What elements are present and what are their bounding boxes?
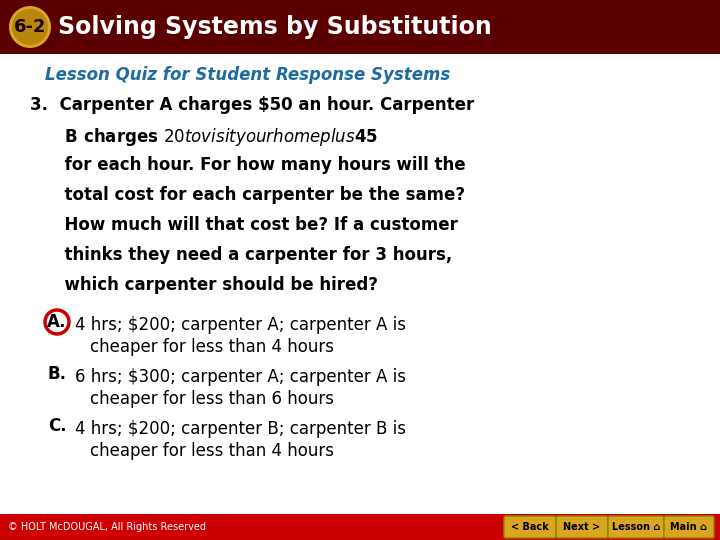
Text: 3.  Carpenter A charges $50 an hour. Carpenter: 3. Carpenter A charges $50 an hour. Carp…: [30, 96, 474, 114]
Text: C.: C.: [48, 417, 66, 435]
Text: B charges $20 to visit your home plus $45: B charges $20 to visit your home plus $4…: [30, 126, 378, 148]
Text: cheaper for less than 4 hours: cheaper for less than 4 hours: [90, 338, 334, 356]
Text: 4 hrs; $200; carpenter A; carpenter A is: 4 hrs; $200; carpenter A; carpenter A is: [75, 316, 406, 334]
FancyBboxPatch shape: [504, 516, 556, 538]
Text: Lesson Quiz for Student Response Systems: Lesson Quiz for Student Response Systems: [45, 66, 450, 84]
Text: 6 hrs; $300; carpenter A; carpenter A is: 6 hrs; $300; carpenter A; carpenter A is: [75, 368, 406, 386]
FancyBboxPatch shape: [556, 516, 608, 538]
Text: 6-2: 6-2: [14, 18, 46, 36]
Text: which carpenter should be hired?: which carpenter should be hired?: [30, 276, 378, 294]
Text: thinks they need a carpenter for 3 hours,: thinks they need a carpenter for 3 hours…: [30, 246, 452, 264]
Bar: [0, 0, 720, 54]
Text: Solving Systems by Substitution: Solving Systems by Substitution: [58, 15, 492, 39]
Text: for each hour. For how many hours will the: for each hour. For how many hours will t…: [30, 156, 466, 174]
FancyBboxPatch shape: [608, 516, 664, 538]
Text: total cost for each carpenter be the same?: total cost for each carpenter be the sam…: [30, 186, 465, 204]
Text: A.: A.: [48, 313, 67, 331]
Text: < Back: < Back: [511, 522, 549, 532]
Text: Lesson ⌂: Lesson ⌂: [612, 522, 660, 532]
Text: © HOLT McDOUGAL, All Rights Reserved: © HOLT McDOUGAL, All Rights Reserved: [8, 522, 206, 532]
Text: cheaper for less than 6 hours: cheaper for less than 6 hours: [90, 390, 334, 408]
Text: 4 hrs; $200; carpenter B; carpenter B is: 4 hrs; $200; carpenter B; carpenter B is: [75, 420, 406, 438]
FancyBboxPatch shape: [664, 516, 714, 538]
Text: How much will that cost be? If a customer: How much will that cost be? If a custome…: [30, 216, 458, 234]
Bar: [0, 514, 720, 540]
Text: Next >: Next >: [564, 522, 600, 532]
Ellipse shape: [12, 9, 48, 45]
Ellipse shape: [9, 6, 51, 48]
Text: cheaper for less than 4 hours: cheaper for less than 4 hours: [90, 442, 334, 460]
Text: Main ⌂: Main ⌂: [670, 522, 708, 532]
Text: B.: B.: [48, 365, 66, 383]
